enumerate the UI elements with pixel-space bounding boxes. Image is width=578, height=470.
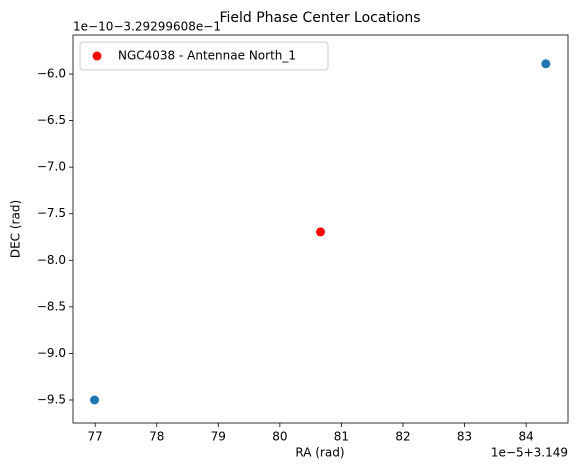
- y-tick-label: −6.5: [37, 113, 66, 127]
- chart-title: Field Phase Center Locations: [219, 10, 420, 26]
- y-tick-label: −7.0: [37, 160, 66, 174]
- y-tick-label: −8.5: [37, 299, 66, 313]
- plot-frame: [72, 34, 569, 424]
- y-tick-label: −8.0: [37, 253, 66, 267]
- y-tick-label: −9.5: [37, 392, 66, 406]
- y-offset-label: 1e−10−3.29299608e−1: [73, 20, 221, 34]
- x-axis-label: RA (rad): [295, 446, 344, 460]
- point: [316, 227, 325, 237]
- y-tick-label: −6.0: [37, 67, 66, 81]
- x-tick-label: 83: [457, 430, 472, 444]
- y-axis-label: DEC (rad): [9, 200, 23, 258]
- point: [541, 59, 551, 69]
- legend-label: NGC4038 - Antennae North_1: [118, 49, 296, 63]
- x-tick-label: 82: [395, 430, 410, 444]
- point: [90, 395, 100, 405]
- y-tick-label: −9.0: [37, 346, 66, 360]
- x-tick-label: 84: [518, 430, 533, 444]
- x-tick-label: 78: [149, 430, 164, 444]
- legend-marker: [92, 51, 102, 61]
- x-tick-label: 77: [88, 430, 103, 444]
- x-tick-label: 79: [211, 430, 226, 444]
- y-tick-label: −7.5: [37, 206, 66, 220]
- legend-box: [79, 41, 329, 71]
- x-offset-label: 1e−5+3.149: [491, 446, 568, 460]
- x-tick-label: 81: [334, 430, 349, 444]
- x-tick-label: 80: [272, 430, 287, 444]
